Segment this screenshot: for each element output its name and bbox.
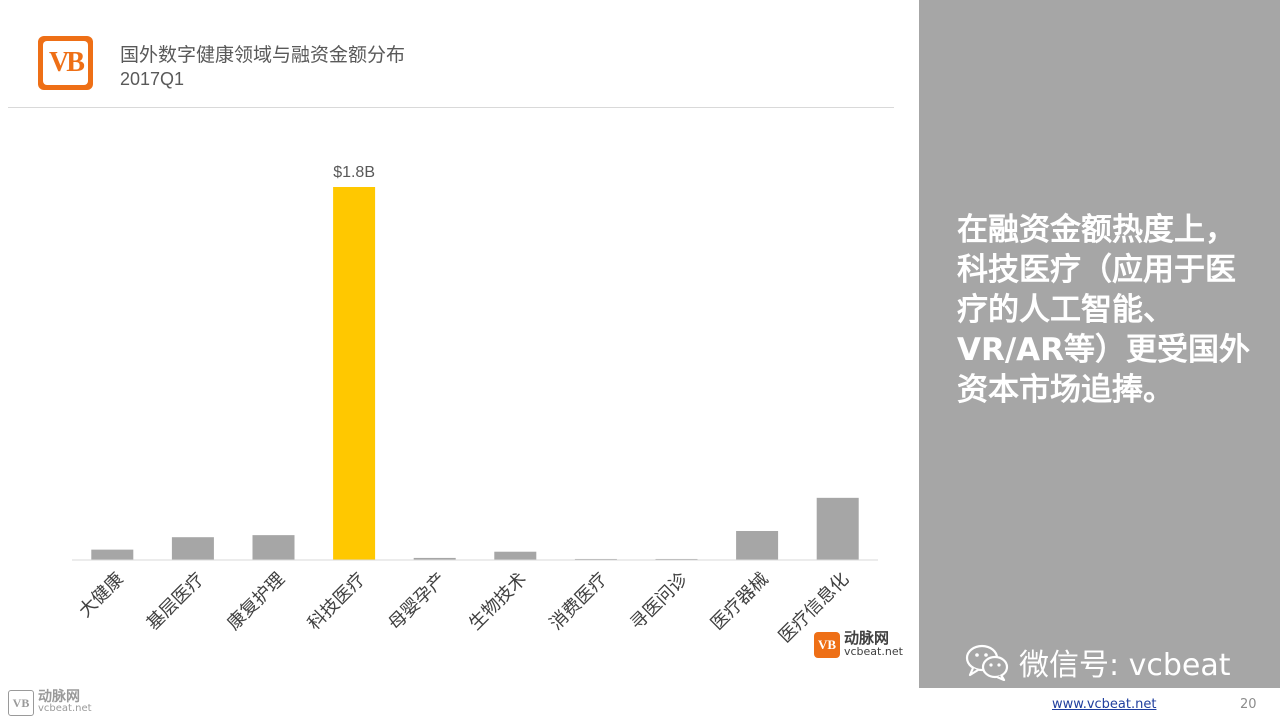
bar-消费医疗 <box>574 558 617 560</box>
footer-logo: VB 动脉网 vcbeat.net <box>8 690 92 716</box>
brand-name-cn: 动脉网 <box>844 629 890 647</box>
brand-watermark: VB 动脉网 vcbeat.net <box>814 629 903 658</box>
footer-name-en: vcbeat.net <box>38 703 92 714</box>
labels-group: 大健康 基层医疗 康复护理 科技医疗 母婴孕产 生物技术 消费医疗 寻医问诊 医疗器械 医疗信息化… <box>75 164 853 647</box>
page-title: 国外数字健康领域与融资金额分布 <box>120 44 406 66</box>
x-tick-label: 科技医疗 <box>304 569 370 635</box>
brand-logo-mark: VB <box>814 632 840 658</box>
page-number: 20 <box>1240 697 1257 712</box>
wechat-id: 微信号: vcbeat <box>965 640 1231 684</box>
summary-panel: 在融资金额热度上，科技医疗（应用于医疗的人工智能、VR/AR等）更受国外资本市场… <box>919 0 1280 688</box>
footer-logo-mark: VB <box>8 690 34 716</box>
x-tick-label: 寻医问诊 <box>626 569 692 635</box>
page-subtitle: 2017Q1 <box>120 69 185 89</box>
data-label: $1.8B <box>333 164 375 181</box>
x-tick-label: 母婴孕产 <box>384 569 450 635</box>
footer-name-cn: 动脉网 <box>38 689 80 705</box>
summary-text: 在融资金额热度上，科技医疗（应用于医疗的人工智能、VR/AR等）更受国外资本市场… <box>957 212 1251 408</box>
website-link[interactable]: www.vcbeat.net <box>1052 697 1157 712</box>
bar-康复护理 <box>252 535 295 560</box>
brand-name-en: vcbeat.net <box>844 645 903 658</box>
x-tick-label: 大健康 <box>75 569 128 622</box>
bar-医疗器械 <box>736 530 779 560</box>
bar-医疗信息化 <box>816 497 859 560</box>
x-tick-label: 生物技术 <box>465 569 531 635</box>
logo: VB <box>38 36 93 90</box>
bars-group <box>91 187 859 560</box>
bar-寻医问诊 <box>655 558 698 560</box>
bar-母婴孕产 <box>413 557 456 560</box>
bar-科技医疗 <box>333 187 376 560</box>
x-tick-label: 消费医疗 <box>546 569 612 635</box>
wechat-label: 微信号: vcbeat <box>1019 648 1231 683</box>
x-tick-label: 医疗器械 <box>707 569 773 635</box>
bar-生物技术 <box>494 551 537 560</box>
bar-大健康 <box>91 549 134 560</box>
wechat-icon <box>965 644 1009 681</box>
bar-chart: 大健康 基层医疗 康复护理 科技医疗 母婴孕产 生物技术 消费医疗 寻医问诊 医疗器械 医疗信息化… <box>72 164 878 647</box>
x-tick-label: 康复护理 <box>223 569 289 635</box>
x-tick-label: 基层医疗 <box>143 569 209 635</box>
header-divider <box>8 107 894 108</box>
bar-基层医疗 <box>171 537 214 560</box>
logo-mark: VB <box>43 41 88 85</box>
